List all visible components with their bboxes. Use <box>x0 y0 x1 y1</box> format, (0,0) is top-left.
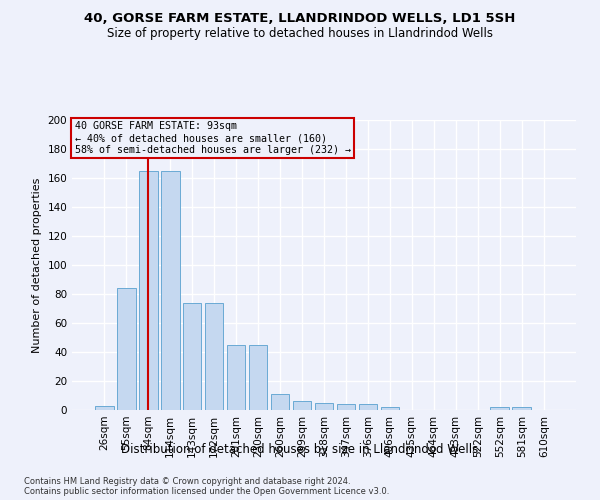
Text: Size of property relative to detached houses in Llandrindod Wells: Size of property relative to detached ho… <box>107 28 493 40</box>
Text: 40 GORSE FARM ESTATE: 93sqm
← 40% of detached houses are smaller (160)
58% of se: 40 GORSE FARM ESTATE: 93sqm ← 40% of det… <box>74 122 350 154</box>
Bar <box>139 171 158 410</box>
Y-axis label: Number of detached properties: Number of detached properties <box>32 178 42 352</box>
Text: 40, GORSE FARM ESTATE, LLANDRINDOD WELLS, LD1 5SH: 40, GORSE FARM ESTATE, LLANDRINDOD WELLS… <box>85 12 515 26</box>
Bar <box>293 402 311 410</box>
Bar <box>117 288 136 410</box>
Bar <box>205 302 223 410</box>
Bar <box>227 345 245 410</box>
Text: Contains public sector information licensed under the Open Government Licence v3: Contains public sector information licen… <box>24 488 389 496</box>
Bar <box>271 394 289 410</box>
Text: Distribution of detached houses by size in Llandrindod Wells: Distribution of detached houses by size … <box>121 442 479 456</box>
Bar <box>314 403 334 410</box>
Bar <box>161 171 179 410</box>
Bar <box>249 345 268 410</box>
Text: Contains HM Land Registry data © Crown copyright and database right 2024.: Contains HM Land Registry data © Crown c… <box>24 478 350 486</box>
Bar <box>380 407 399 410</box>
Bar <box>490 407 509 410</box>
Bar <box>337 404 355 410</box>
Bar <box>512 407 531 410</box>
Bar <box>183 302 202 410</box>
Bar <box>359 404 377 410</box>
Bar <box>95 406 113 410</box>
